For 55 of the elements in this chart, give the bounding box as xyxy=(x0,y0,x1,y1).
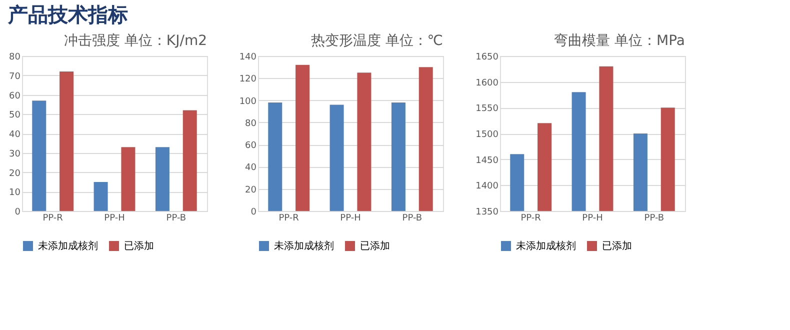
x-tick-label: PP-B xyxy=(166,214,186,224)
x-tick-label: PP-R xyxy=(278,214,299,224)
text: 未添加成核剂 xyxy=(274,240,334,252)
x-tick-label: PP-R xyxy=(520,214,541,224)
y-tick-label: 80 xyxy=(9,52,21,62)
y-tick-label: 1450 xyxy=(476,156,499,166)
legend-label: 已添加 xyxy=(602,240,632,252)
y-tick-label: 100 xyxy=(239,96,257,107)
y-tick-label: 40 xyxy=(9,130,21,140)
legend-label: 已添加 xyxy=(124,240,154,252)
y-tick-label: 20 xyxy=(9,168,21,179)
bar xyxy=(296,64,310,211)
y-tick-label: 1600 xyxy=(476,78,499,88)
bar xyxy=(32,100,46,211)
y-tick-label: 70 xyxy=(9,72,21,82)
x-tick-label: PP-B xyxy=(644,214,664,224)
y-tick-label: 1500 xyxy=(476,130,499,140)
legend-label: 未添加成核剂 xyxy=(38,240,98,252)
bar xyxy=(94,182,108,211)
bar xyxy=(330,104,344,211)
bar xyxy=(155,147,170,211)
y-tick-label: 1350 xyxy=(476,208,499,218)
y-tick-label: 120 xyxy=(239,74,257,85)
chart-title: 冲击强度 单位：KJ/m2 xyxy=(64,33,207,49)
chart-title: 热变形温度 单位：℃ xyxy=(310,33,443,49)
x-tick-label: PP-H xyxy=(582,214,603,224)
bar xyxy=(357,72,372,211)
x-tick-label: PP-B xyxy=(402,214,422,224)
y-tick-label: 80 xyxy=(245,118,257,129)
bar xyxy=(268,102,282,211)
y-tick-label: 30 xyxy=(9,149,21,160)
chart-title: 弯曲模量 单位：MPa xyxy=(554,33,685,49)
y-tick-label: 50 xyxy=(9,110,21,121)
y-tick-label: 60 xyxy=(9,91,21,102)
text: 产品技术指标 xyxy=(7,2,128,26)
bar xyxy=(60,72,74,211)
y-tick-label: 20 xyxy=(245,185,257,196)
y-tick-label: 0 xyxy=(14,208,21,218)
legend-label: 未添加成核剂 xyxy=(516,240,576,252)
x-tick-label: PP-R xyxy=(42,214,63,224)
x-tick-label: PP-H xyxy=(340,214,361,224)
y-tick-label: 140 xyxy=(239,52,257,62)
legend-label: 已添加 xyxy=(360,240,390,252)
x-tick-label: PP-H xyxy=(104,214,125,224)
y-tick-label: 0 xyxy=(250,208,257,218)
bar xyxy=(391,102,406,211)
y-tick-label: 1400 xyxy=(476,182,499,192)
y-tick-label: 1650 xyxy=(476,52,499,62)
bar xyxy=(418,67,433,211)
y-tick-label: 40 xyxy=(245,163,257,174)
y-tick-label: 10 xyxy=(9,188,21,198)
y-tick-label: 1550 xyxy=(476,104,499,114)
y-tick-label: 60 xyxy=(245,141,257,152)
bar xyxy=(182,110,197,211)
bar xyxy=(121,147,136,211)
